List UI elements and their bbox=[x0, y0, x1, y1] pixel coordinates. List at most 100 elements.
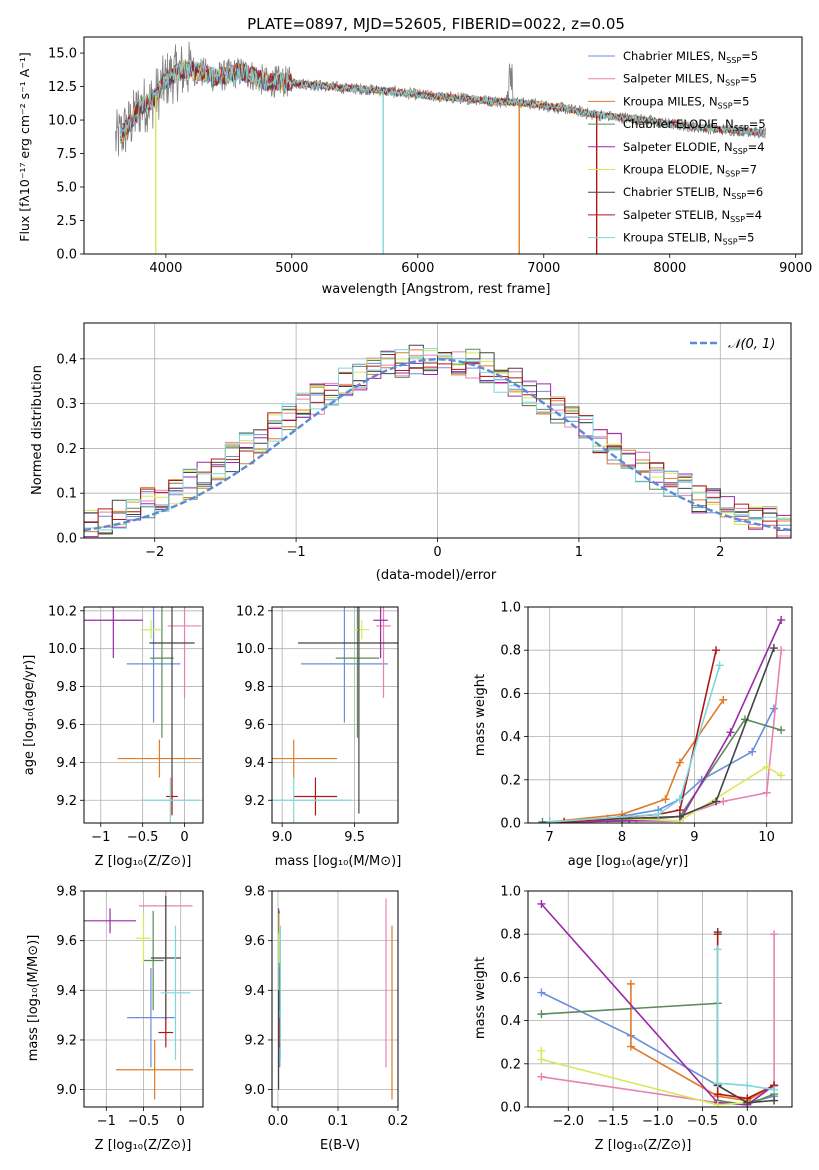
legend-count: =5 bbox=[740, 72, 757, 86]
age-vs-mass-xlabel: mass [log₁₀(M/M⊙)] bbox=[275, 854, 402, 869]
x-tick-label: 9 bbox=[690, 830, 698, 845]
clipped-layer bbox=[84, 891, 194, 1100]
x-tick-label: 10 bbox=[758, 830, 775, 845]
y-tick-label: 0.0 bbox=[500, 1101, 521, 1116]
axes-frame bbox=[83, 36, 803, 255]
y-tick-label: 10.2 bbox=[48, 604, 77, 619]
spectrum-panel: 4000 5000 6000 7000 8000 9000 0.0 2.5 5.0 7.5 10.0… bbox=[17, 36, 812, 297]
mass-weight-marker bbox=[777, 771, 786, 780]
clipped-layer bbox=[84, 344, 791, 538]
x-tick-label: 0 bbox=[180, 830, 188, 845]
y-tick-label: 10.0 bbox=[48, 114, 77, 129]
clipped-layer bbox=[538, 615, 786, 823]
x-tick-label: 5000 bbox=[275, 261, 308, 276]
y-tick-label: 0.2 bbox=[56, 442, 77, 457]
y-tick-label: 0.6 bbox=[500, 971, 521, 986]
mass-weight-marker bbox=[748, 747, 757, 756]
mass-weight-marker bbox=[537, 899, 546, 908]
clipped-layer bbox=[115, 41, 766, 254]
mass-weight-marker bbox=[626, 979, 635, 988]
y-tick-label: 9.6 bbox=[244, 718, 265, 733]
y-tick-label: 9.8 bbox=[56, 680, 77, 695]
legend-subscript: SSP bbox=[734, 124, 749, 133]
legend-label: Salpeter ELODIE, NSSP=4 bbox=[623, 140, 765, 156]
mass-weight-marker bbox=[762, 788, 771, 797]
legend-count: =5 bbox=[733, 94, 750, 108]
legend-subscript: SSP bbox=[726, 56, 741, 65]
x-tick-label: −1 bbox=[97, 1114, 116, 1129]
legend-count: =5 bbox=[741, 49, 758, 63]
x-tick-label: −0.5 bbox=[127, 830, 159, 845]
x-tick-label: 6000 bbox=[401, 261, 434, 276]
y-tick-label: 9.2 bbox=[244, 794, 265, 809]
residual-histogram bbox=[84, 354, 791, 538]
y-tick-label: 0.3 bbox=[56, 397, 77, 412]
mass-weight-marker bbox=[545, 817, 554, 823]
age-vs-metallicity-panel: −1 −0.5 0 9.2 9.4 9.6 9.8 10.0 10.2 Z [log₁₀(Z/Z… bbox=[22, 604, 204, 869]
x-tick-label: 7000 bbox=[527, 261, 560, 276]
mass-weight-marker bbox=[537, 1055, 546, 1064]
y-tick-label: 9.8 bbox=[56, 885, 77, 900]
x-tick-label: −1 bbox=[287, 545, 306, 560]
mass-weight-marker bbox=[661, 795, 670, 804]
y-tick-label: 9.4 bbox=[56, 984, 77, 999]
mass-weight-vs-age-plot-area: 7 8 9 10 0.0 0.2 0.4 0.6 0.8 1.0 bbox=[500, 601, 793, 845]
y-tick-label: 9.6 bbox=[56, 934, 77, 949]
y-tick-label: 0.4 bbox=[500, 730, 521, 745]
mass-vs-extinction-panel: 0.0 0.1 0.2 9.0 9.2 9.4 9.6 9.8 E(B-V) bbox=[244, 885, 408, 1154]
mass-weight-line bbox=[716, 949, 775, 1091]
x-tick-label: 9000 bbox=[779, 261, 812, 276]
mass-weight-marker bbox=[675, 795, 684, 804]
mass-vs-metallicity-panel: −1 −0.5 0 9.0 9.2 9.4 9.6 9.8 Z [log₁₀(Z/Z⊙)] m… bbox=[26, 885, 204, 1153]
axes-frame bbox=[83, 890, 204, 1108]
axes-frame bbox=[83, 322, 792, 539]
axes-frame bbox=[527, 606, 793, 824]
mass-weight-marker bbox=[743, 1081, 752, 1090]
mass-weight-marker bbox=[719, 695, 728, 704]
y-tick-label: 0.8 bbox=[500, 644, 521, 659]
mass-weight-marker bbox=[777, 646, 786, 655]
y-tick-label: 9.6 bbox=[244, 934, 265, 949]
observed-spectrum-line bbox=[115, 41, 766, 157]
x-tick-label: 0.2 bbox=[388, 1114, 409, 1129]
mass-weight-marker bbox=[713, 1100, 722, 1107]
mass-vs-metallicity-plot-area: −1 −0.5 0 9.0 9.2 9.4 9.6 9.8 bbox=[56, 885, 204, 1129]
y-tick-label: 10.0 bbox=[236, 642, 265, 657]
legend-subscript: SSP bbox=[725, 79, 740, 88]
x-tick-label: 7 bbox=[546, 830, 554, 845]
axes-frame bbox=[271, 606, 399, 824]
y-tick-label: 9.4 bbox=[244, 984, 265, 999]
residuals-legend-label: 𝒩(0, 1) bbox=[728, 337, 775, 352]
mass-weight-marker bbox=[712, 797, 721, 806]
mass-weight-marker bbox=[537, 988, 546, 997]
mass-weight-marker bbox=[713, 1079, 722, 1088]
mass-weight-marker bbox=[626, 1042, 635, 1051]
mass-weight-vs-metallicity-plot-area: −2.0 −1.5 −1.0 −0.5 0.0 0.0 0.2 0.4 0.6 0.8 1.0 bbox=[500, 885, 793, 1129]
x-tick-label: 0.0 bbox=[737, 1114, 758, 1129]
y-tick-label: 0.2 bbox=[500, 1057, 521, 1072]
mass-weight-vs-age-xlabel: age [log₁₀(age/yr)] bbox=[568, 854, 689, 869]
axes-frame bbox=[271, 890, 399, 1108]
x-tick-label: 4000 bbox=[149, 261, 182, 276]
mass-weight-vs-metallicity-xlabel: Z [log₁₀(Z/Z⊙)] bbox=[595, 1138, 692, 1153]
mass-weight-marker bbox=[654, 810, 663, 819]
y-tick-label: 0.6 bbox=[500, 687, 521, 702]
mass-weight-marker bbox=[726, 728, 735, 737]
legend-subscript: SSP bbox=[718, 101, 733, 110]
legend-subscript: SSP bbox=[730, 215, 745, 224]
residuals-ylabel: Normed distribution bbox=[30, 365, 45, 495]
mass-weight-marker bbox=[537, 1010, 546, 1019]
y-tick-label: 7.5 bbox=[56, 147, 77, 162]
x-tick-label: −0.5 bbox=[128, 1114, 160, 1129]
mass-vs-metallicity-ylabel: mass [log₁₀(M/M⊙)] bbox=[26, 935, 41, 1062]
y-tick-label: 9.6 bbox=[56, 718, 77, 733]
y-tick-label: 5.0 bbox=[56, 181, 77, 196]
axes-frame bbox=[83, 606, 204, 824]
residuals-legend: 𝒩(0, 1) bbox=[690, 337, 775, 352]
y-tick-label: 1.0 bbox=[500, 601, 521, 616]
mass-weight-marker bbox=[537, 1046, 546, 1055]
mass-weight-marker bbox=[719, 797, 728, 806]
mass-weight-marker bbox=[770, 1096, 779, 1105]
y-tick-label: 0.1 bbox=[56, 487, 77, 502]
x-tick-label: 9.5 bbox=[344, 830, 365, 845]
